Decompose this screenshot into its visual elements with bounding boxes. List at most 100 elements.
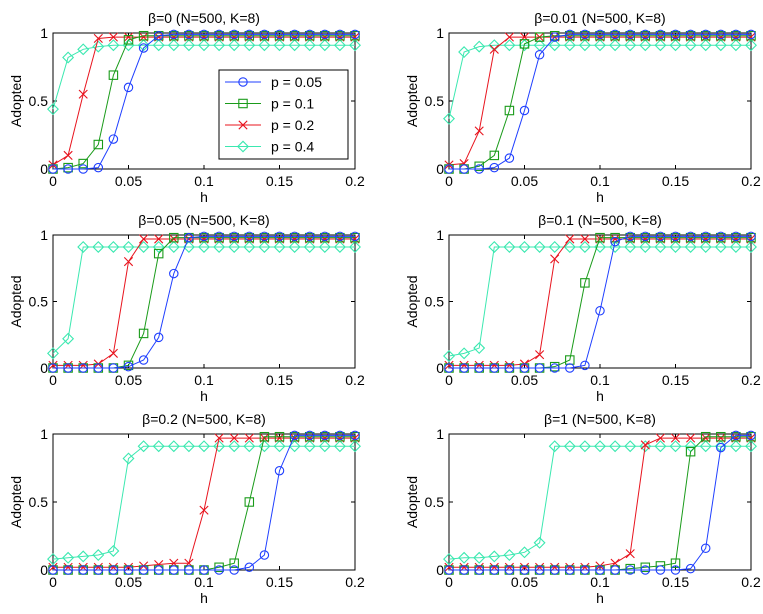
data-point	[578, 440, 591, 453]
axes-box	[52, 234, 356, 369]
data-point	[228, 440, 241, 453]
data-point	[92, 240, 105, 253]
data-point	[731, 231, 741, 242]
data-point	[519, 565, 530, 575]
data-point	[594, 39, 606, 52]
data-point	[303, 39, 316, 52]
data-point	[123, 32, 134, 42]
data-point	[320, 231, 330, 242]
x-tick-label: 0.15	[662, 372, 689, 388]
x-tick-label: 0.2	[741, 574, 761, 590]
x-tick-label: 0.05	[511, 372, 538, 388]
data-point	[458, 551, 471, 564]
data-point	[47, 553, 59, 566]
y-axis-label: Adopted	[404, 275, 420, 327]
data-point	[122, 452, 135, 465]
data-point	[714, 39, 727, 52]
data-point	[47, 347, 59, 360]
data-point	[62, 332, 75, 345]
data-point	[610, 236, 620, 247]
legend-label: p = 0.05	[271, 74, 322, 90]
data-point	[565, 363, 575, 373]
data-point	[259, 231, 270, 242]
data-point	[746, 29, 756, 40]
data-point	[640, 231, 651, 242]
x-tick-label: 0	[445, 173, 453, 189]
data-point	[580, 29, 590, 40]
axes-box	[448, 234, 752, 369]
data-point	[335, 29, 345, 40]
data-point	[534, 50, 545, 60]
legend-label: p = 0.1	[271, 96, 314, 112]
data-point	[534, 363, 545, 373]
data-point	[474, 161, 484, 172]
data-point	[473, 40, 486, 53]
data-point	[550, 254, 560, 264]
data-point	[123, 361, 134, 372]
data-point	[563, 240, 576, 253]
data-point	[503, 549, 516, 562]
subplot-title: β=0.2 (N=500, K=8)	[142, 411, 266, 427]
data-point	[349, 39, 361, 52]
data-point	[47, 103, 59, 116]
data-point	[123, 35, 134, 45]
data-point	[580, 565, 590, 575]
data-point	[244, 562, 255, 573]
data-point	[137, 240, 150, 253]
data-point	[534, 32, 545, 42]
data-point	[716, 431, 726, 442]
series-0-05	[444, 231, 756, 373]
data-point	[444, 363, 454, 373]
data-point	[153, 565, 164, 575]
data-point	[243, 240, 256, 253]
data-point	[654, 240, 667, 253]
data-point	[335, 430, 345, 441]
data-point	[213, 440, 226, 453]
data-point	[640, 562, 651, 573]
x-tick-label: 0.1	[194, 574, 214, 590]
data-point	[669, 240, 682, 253]
data-point	[350, 430, 360, 441]
data-point	[92, 40, 105, 53]
x-tick-label: 0.1	[590, 173, 610, 189]
data-point	[228, 240, 241, 253]
data-point	[670, 433, 681, 443]
data-point	[474, 565, 484, 575]
x-tick-label: 0.15	[266, 574, 293, 590]
data-point	[78, 565, 88, 575]
data-point	[199, 565, 209, 575]
data-point	[639, 240, 652, 253]
data-point	[78, 363, 88, 373]
data-point	[93, 162, 104, 173]
x-tick-label: 0.2	[741, 372, 761, 388]
data-point	[746, 231, 756, 242]
y-axis-label: Adopted	[8, 476, 24, 528]
data-point	[274, 465, 285, 476]
y-axis-label: Adopted	[8, 275, 24, 327]
data-point	[625, 231, 635, 242]
data-point	[745, 440, 757, 453]
data-point	[504, 363, 515, 373]
data-point	[716, 442, 726, 453]
data-point	[458, 347, 471, 360]
data-point	[108, 70, 119, 80]
data-point	[138, 328, 149, 339]
data-point	[578, 39, 591, 52]
data-point	[93, 363, 104, 373]
data-point	[700, 543, 711, 553]
legend-item: p = 0.2	[225, 117, 314, 133]
data-point	[152, 39, 165, 52]
data-point	[609, 39, 622, 52]
data-point	[459, 158, 469, 169]
axes-box	[448, 32, 752, 170]
series-0-4	[47, 39, 361, 116]
data-point	[198, 240, 210, 253]
data-point	[349, 440, 361, 453]
x-tick-label: 0.1	[194, 173, 214, 189]
data-point	[624, 440, 637, 453]
x-tick-label: 0	[49, 574, 57, 590]
data-point	[123, 257, 134, 267]
data-point	[459, 565, 469, 575]
data-point	[259, 29, 270, 40]
data-point	[488, 240, 501, 253]
